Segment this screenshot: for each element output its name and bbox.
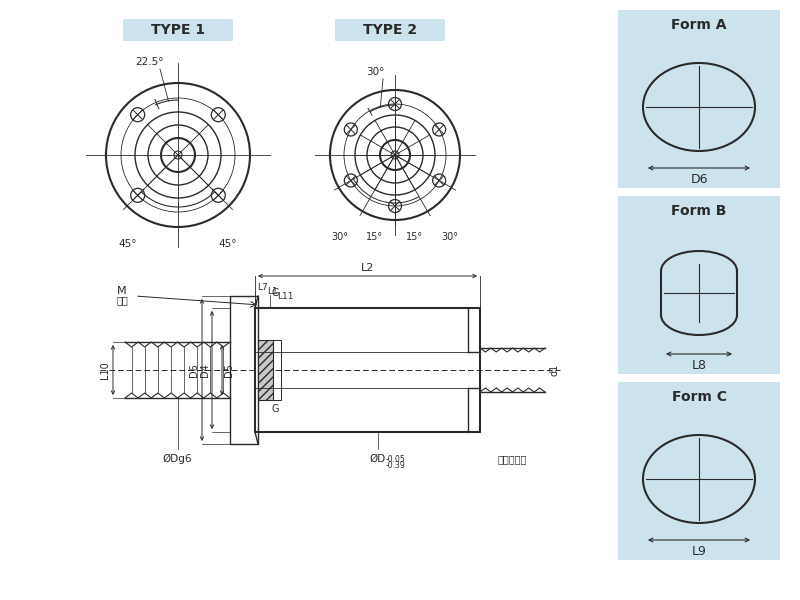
Text: D6: D6	[189, 363, 199, 377]
Text: L11: L11	[277, 292, 294, 301]
Text: L2: L2	[361, 263, 374, 273]
Bar	[335, 19, 445, 41]
Text: -0.39: -0.39	[386, 461, 406, 470]
Text: L7: L7	[257, 283, 267, 292]
Text: Form B: Form B	[671, 204, 726, 218]
Bar	[273, 340, 281, 400]
Bar	[258, 340, 273, 400]
Text: TYPE 2: TYPE 2	[363, 23, 417, 37]
Text: Form C: Form C	[671, 390, 726, 404]
Bar	[618, 196, 780, 374]
Text: 15°: 15°	[366, 232, 383, 242]
Text: 22.5°: 22.5°	[136, 57, 164, 67]
Bar	[618, 10, 780, 188]
Text: L8: L8	[691, 359, 706, 372]
Text: 油孔: 油孔	[116, 295, 128, 305]
Bar	[255, 308, 480, 432]
Text: 45°: 45°	[118, 239, 138, 249]
Text: L1: L1	[268, 287, 278, 296]
Bar	[230, 296, 258, 444]
Text: D5: D5	[224, 363, 234, 377]
Text: TYPE 1: TYPE 1	[151, 23, 205, 37]
Text: D6: D6	[690, 173, 708, 186]
Text: G: G	[271, 288, 278, 298]
Text: 45°: 45°	[218, 239, 238, 249]
Bar	[618, 382, 780, 560]
Text: 30°: 30°	[331, 232, 349, 242]
Text: 30°: 30°	[366, 67, 384, 77]
Text: -0.05: -0.05	[386, 455, 406, 464]
Text: ØD: ØD	[370, 454, 386, 464]
Text: Form A: Form A	[671, 18, 726, 32]
Text: d1: d1	[550, 364, 560, 376]
Text: L9: L9	[691, 545, 706, 558]
Text: L10: L10	[100, 361, 110, 379]
Text: 30°: 30°	[442, 232, 458, 242]
Text: M: M	[117, 286, 127, 296]
Text: G: G	[271, 404, 278, 414]
Text: 15°: 15°	[406, 232, 423, 242]
Text: D4: D4	[200, 363, 210, 377]
Bar	[123, 19, 233, 41]
Text: 两端倒角器: 两端倒角器	[498, 454, 527, 464]
Text: ØDg6: ØDg6	[162, 454, 192, 464]
